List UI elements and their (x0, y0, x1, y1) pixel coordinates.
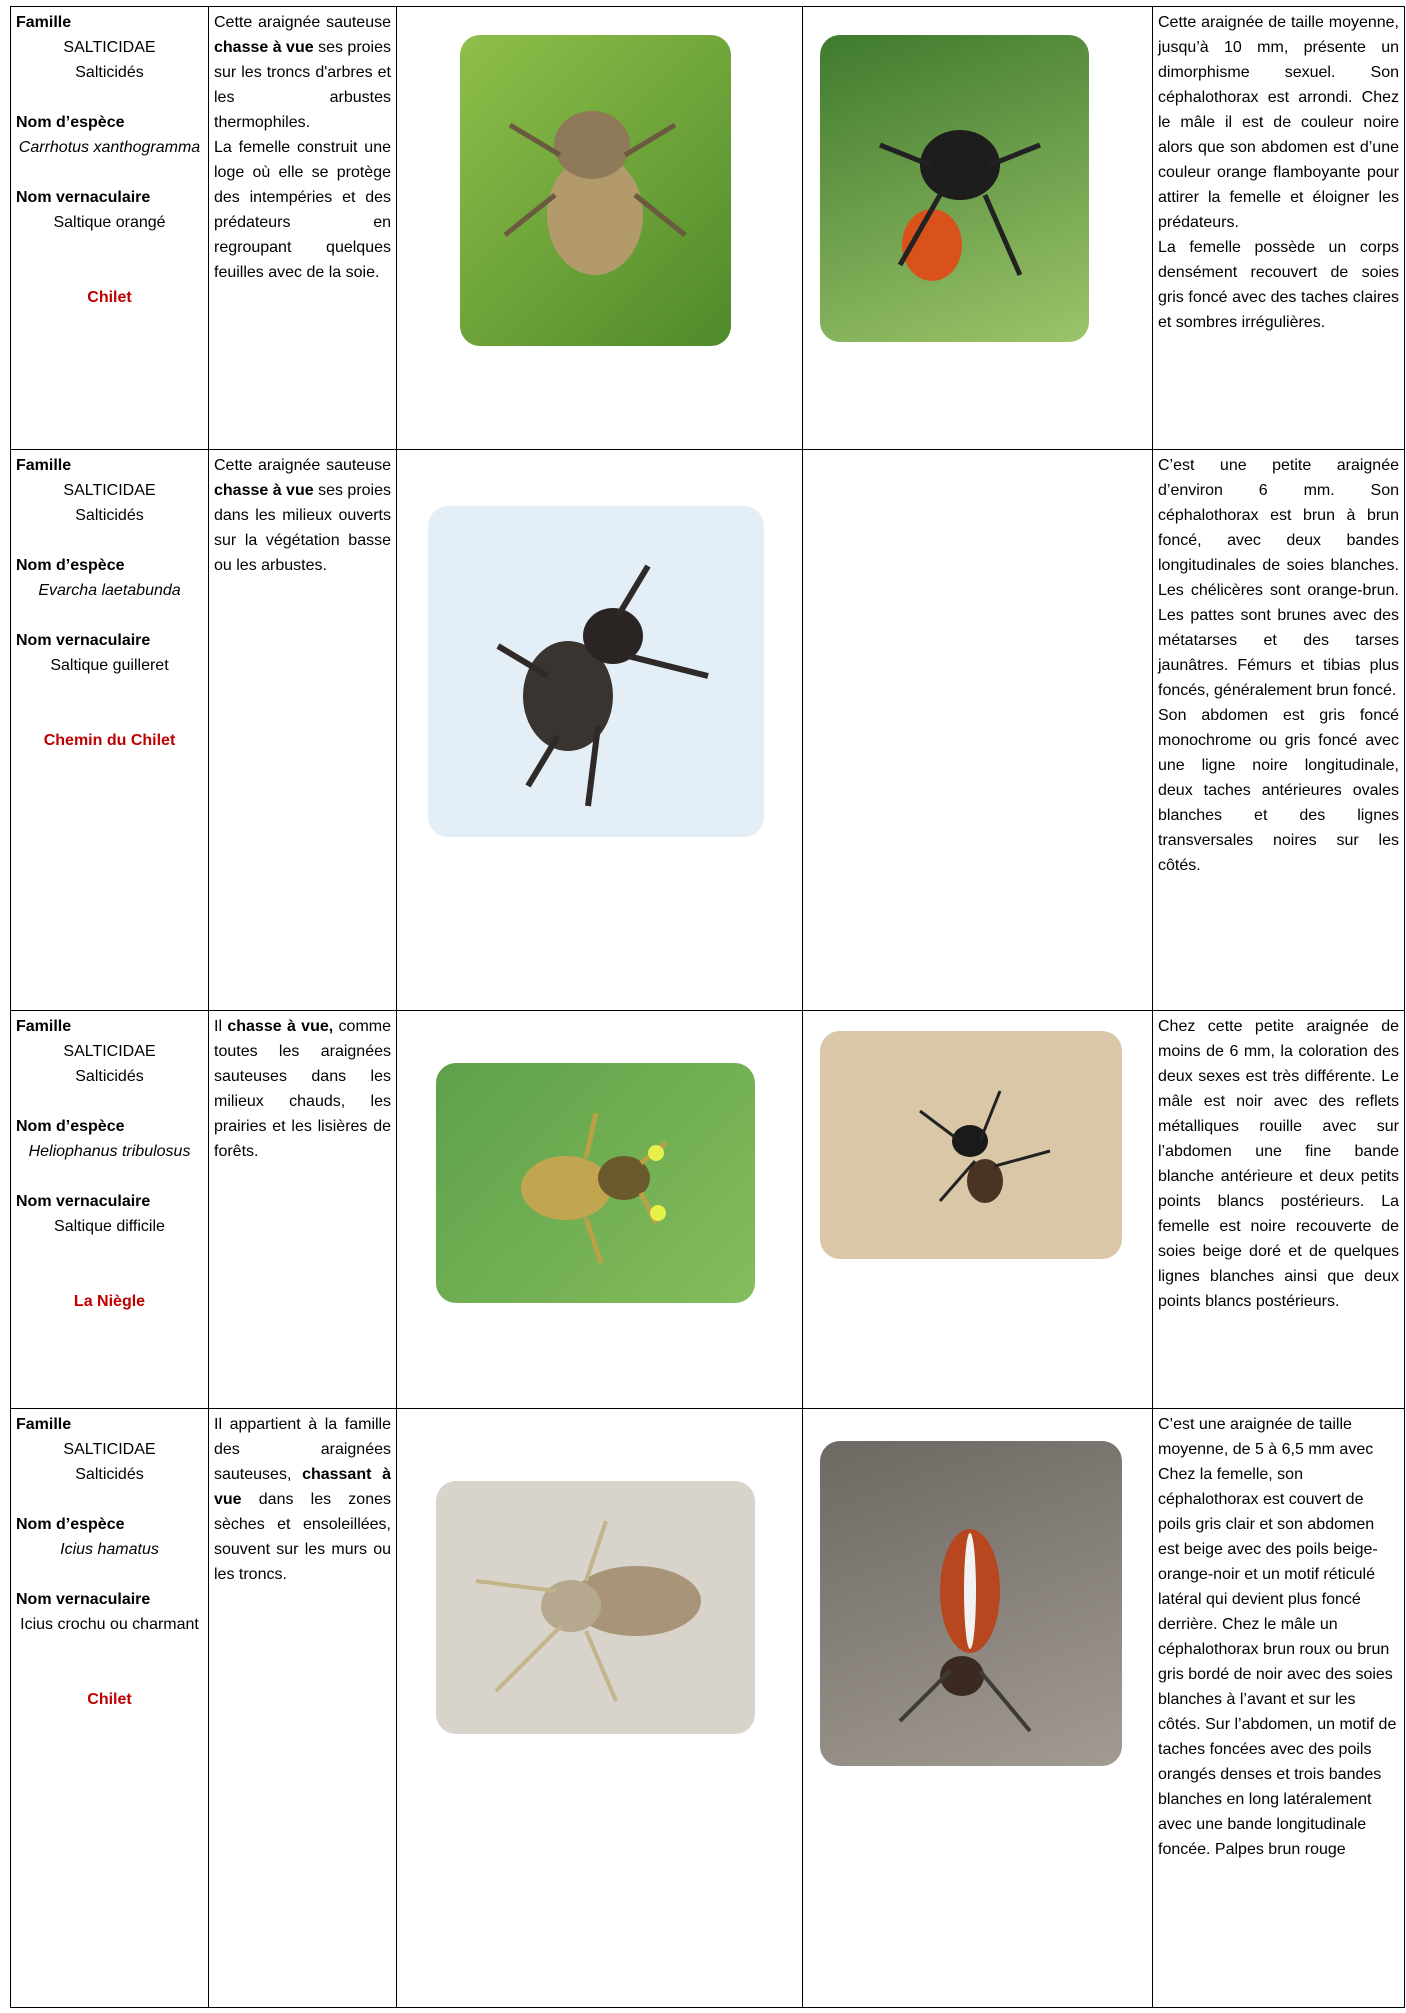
species: Icius hamatus (60, 1541, 159, 1558)
species: Heliophanus tribulosus (28, 1143, 191, 1160)
family: SALTICIDAE (63, 1043, 156, 1060)
family: SALTICIDAE (63, 1441, 156, 1458)
behaviour-text: Cette araignée sauteuse (214, 457, 391, 474)
description-cell: C’est une petite araignée d’environ 6 mm… (1152, 449, 1405, 1011)
photo (820, 1031, 1122, 1259)
family-label: Famille (16, 1018, 72, 1035)
description-cell: Cette araignée de taille moyenne, jusqu’… (1152, 6, 1405, 450)
behaviour-cell: Cette araignée sauteuse chasse à vue ses… (208, 449, 397, 1011)
family-fr: Salticidés (75, 507, 144, 524)
behaviour-cell: Il appartient à la famille des araignées… (208, 1408, 397, 2008)
behaviour-paragraph: Il appartient à la famille des araignées… (214, 1412, 391, 1587)
family-fr: Salticidés (75, 64, 144, 81)
vernacular: Icius crochu ou charmant (20, 1616, 199, 1633)
vernacular: Saltique orangé (53, 214, 166, 231)
behaviour-paragraph: Cette araignée sauteuse chasse à vue ses… (214, 453, 391, 578)
description-paragraph: C’est une araignée de taille moyenne, de… (1158, 1416, 1397, 1858)
identity-cell: Famille SALTICIDAE Salticidés Nom d’espèce H… (10, 1010, 209, 1409)
species-label: Nom d’espèce (16, 1516, 125, 1533)
behaviour-text: ses proies dans les milieux ouverts sur … (214, 482, 391, 574)
vernacular-label: Nom vernaculaire (16, 1591, 151, 1608)
family-label: Famille (16, 457, 72, 474)
behaviour-text: chasse à vue (214, 482, 314, 499)
location: La Niègle (73, 1293, 146, 1310)
photo (820, 35, 1089, 342)
family-label: Famille (16, 14, 72, 31)
description-paragraph: C’est une petite araignée d’environ 6 mm… (1158, 457, 1399, 699)
photo-cell (802, 449, 1153, 1011)
species: Carrhotus xanthogramma (18, 139, 201, 156)
behaviour-paragraph: Cette araignée sauteuse chasse à vue ses… (214, 10, 391, 135)
vernacular-label: Nom vernaculaire (16, 189, 151, 206)
location: Chemin du Chilet (43, 732, 176, 749)
behaviour-paragraph: Il chasse à vue, comme toutes les araign… (214, 1014, 391, 1164)
vernacular: Saltique guilleret (50, 657, 169, 674)
species: Evarcha laetabunda (38, 582, 181, 599)
identity-cell: Famille SALTICIDAE Salticidés Nom d’espèce I… (10, 1408, 209, 2008)
behaviour-text: ses proies sur les troncs d'arbres et le… (214, 39, 391, 131)
behaviour-text: comme toutes les araignées sauteuses dan… (214, 1018, 391, 1160)
description-paragraph: Cette araignée de taille moyenne, jusqu’… (1158, 14, 1399, 231)
behaviour-text: La femelle construit une loge où elle se… (214, 139, 391, 281)
description-cell: Chez cette petite araignée de moins de 6… (1152, 1010, 1405, 1409)
vernacular: Saltique difficile (54, 1218, 165, 1235)
behaviour-text: dans les zones sèches et ensoleillées, s… (214, 1491, 391, 1583)
behaviour-text: chasse à vue (214, 39, 314, 56)
family: SALTICIDAE (63, 482, 156, 499)
location: Chilet (87, 1691, 132, 1708)
family-label: Famille (16, 1416, 72, 1433)
family: SALTICIDAE (63, 39, 156, 56)
description-paragraph: La femelle possède un corps densément re… (1158, 239, 1399, 331)
behaviour-cell: Cette araignée sauteuse chasse à vue ses… (208, 6, 397, 450)
photo (436, 1481, 755, 1734)
species-label: Nom d’espèce (16, 557, 125, 574)
photo (428, 506, 764, 837)
behaviour-cell: Il chasse à vue, comme toutes les araign… (208, 1010, 397, 1409)
vernacular-label: Nom vernaculaire (16, 632, 151, 649)
behaviour-text: chassant à vue (214, 1466, 391, 1508)
description-paragraph: Son abdomen est gris foncé monochrome ou… (1158, 707, 1399, 874)
behaviour-text: chasse à vue, (227, 1018, 334, 1035)
photo (820, 1441, 1122, 1766)
species-label: Nom d’espèce (16, 1118, 125, 1135)
behaviour-paragraph: La femelle construit une loge où elle se… (214, 135, 391, 285)
description-paragraph: Chez cette petite araignée de moins de 6… (1158, 1018, 1399, 1310)
behaviour-text: Cette araignée sauteuse (214, 14, 391, 31)
identity-cell: Famille SALTICIDAE Salticidés Nom d’espèce E… (10, 449, 209, 1011)
vernacular-label: Nom vernaculaire (16, 1193, 151, 1210)
behaviour-text: Il appartient à la famille des araignées… (214, 1416, 391, 1483)
family-fr: Salticidés (75, 1466, 144, 1483)
behaviour-text: Il (214, 1018, 228, 1035)
identity-cell: Famille SALTICIDAE Salticidés Nom d’espèce C… (10, 6, 209, 450)
location: Chilet (87, 289, 132, 306)
photo (460, 35, 731, 346)
photo (436, 1063, 755, 1303)
description-cell: C’est une araignée de taille moyenne, de… (1152, 1408, 1405, 2008)
family-fr: Salticidés (75, 1068, 144, 1085)
species-label: Nom d’espèce (16, 114, 125, 131)
